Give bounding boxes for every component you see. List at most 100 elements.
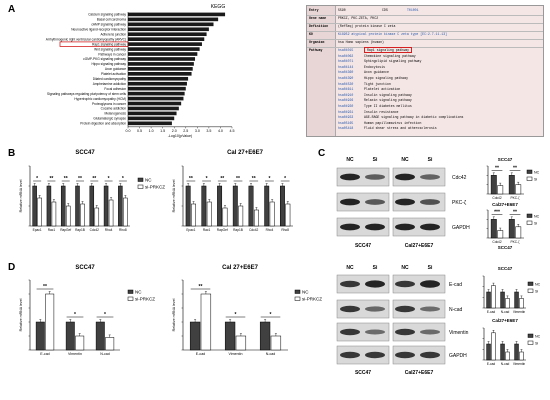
pathway-id-link[interactable]: hsa04926 <box>338 98 354 103</box>
category-label: Cdc42 <box>492 196 501 200</box>
legend-swatch <box>527 333 534 338</box>
pathway-id-link[interactable]: hsa04530 <box>338 81 354 86</box>
sig-marker: * <box>270 312 272 318</box>
pathway-id-link[interactable]: hsa04611 <box>338 87 354 92</box>
pathway-id-link[interactable]: hsa04910 <box>338 92 354 97</box>
pathway-id-link[interactable]: hsa04930 <box>338 104 354 108</box>
blot-block <box>392 345 446 365</box>
kegg-category-label: Signaling pathways regulating pluripoten… <box>47 92 126 96</box>
category-label: Epac1 <box>186 228 195 232</box>
pathway-row: hsa04931 Insulin resistance <box>338 110 398 114</box>
lane-label: NC <box>346 157 354 163</box>
pathway-name: Tight junction <box>364 81 391 86</box>
pathway-row: hsa04530 Tight junction <box>338 82 391 86</box>
entry-label: Entry <box>309 8 319 12</box>
pathway-name: Hippo signaling pathway <box>364 76 408 80</box>
legend-swatch <box>526 169 533 174</box>
bar-si <box>235 335 247 351</box>
lane-label: Si <box>428 265 433 271</box>
pathway-id-link[interactable]: hsa04071 <box>338 59 354 64</box>
kegg-bar <box>128 27 209 32</box>
blot-band <box>420 223 440 231</box>
legend-swatch <box>137 177 144 182</box>
blot-band <box>365 174 385 180</box>
pathway-name: Endocytosis <box>364 64 386 69</box>
legend-swatch <box>527 340 534 345</box>
band-label: N-cad <box>449 307 463 313</box>
chart-title: Cal27+E6E7 <box>492 202 518 207</box>
pathway-row: hsa04144 Endocytosis <box>338 65 385 69</box>
category-label: E-cad <box>487 310 496 314</box>
category-label: Rho4 <box>266 228 274 232</box>
sig-marker: ** <box>43 284 47 290</box>
blot-band <box>395 198 415 206</box>
kegg-x-tick-label: 3.5 <box>206 129 211 133</box>
pathway-id-link[interactable]: hsa04144 <box>338 64 354 69</box>
blot-band <box>365 306 385 312</box>
kegg-bar <box>128 81 187 86</box>
legend-label: NC <box>534 170 540 174</box>
pathway-id-link[interactable]: hsa04062 <box>338 53 354 58</box>
sig-marker: ** <box>64 176 68 182</box>
sig-marker: ** <box>49 176 53 182</box>
legend-swatch <box>137 184 144 189</box>
pathway-row: hsa04071 Sphingolipid signaling pathway <box>338 59 421 63</box>
kegg-category-label: Calcium signaling pathway <box>88 13 126 17</box>
pathway-id-link[interactable]: hsa04015 <box>338 48 354 52</box>
kegg-category-label: cAMP signaling pathway <box>91 23 126 27</box>
cell-label: SCC47 <box>355 243 371 249</box>
pathway-id-link[interactable]: hsa04933 <box>338 115 354 120</box>
sig-marker: * <box>284 176 286 182</box>
blot-band <box>420 199 440 205</box>
blot-block <box>336 274 390 294</box>
legend-swatch <box>526 176 533 181</box>
pathway-id-link[interactable]: hsa05165 <box>338 120 354 125</box>
kegg-category-label: Focal adhesion <box>104 87 126 91</box>
sig-marker: ** <box>220 176 224 182</box>
blot-band <box>340 173 360 181</box>
pathway-name: Human papillomavirus infection <box>364 120 422 125</box>
kegg-category-label: Cocaine addiction <box>101 107 127 111</box>
category-label: Cdc42 <box>492 240 501 244</box>
sig-marker: *** <box>494 209 500 215</box>
blot-band <box>420 329 440 335</box>
t-number-link[interactable]: T01001 <box>407 8 419 12</box>
bar-nc <box>514 291 519 309</box>
definition-value: (RefSeq) protein kinase C zeta <box>338 24 396 28</box>
pathway-id-link[interactable]: hsa04360 <box>338 70 354 75</box>
kegg-bar <box>128 37 205 41</box>
category-label: Cdc42 <box>249 228 258 232</box>
legend-swatch <box>294 296 301 301</box>
blot-band <box>395 351 415 359</box>
sig-marker: ** <box>199 284 203 290</box>
legend-label: si-PRKCZ <box>145 184 165 189</box>
blot-band <box>395 305 415 313</box>
sig-marker: * <box>74 312 76 318</box>
blot-band <box>340 223 360 231</box>
kegg-bar <box>128 12 226 17</box>
kegg-bar <box>128 86 186 91</box>
bar-si <box>491 285 496 309</box>
kegg-category-label: Arrhythmogenic right ventricular cardiom… <box>46 37 126 41</box>
blot-band <box>365 351 385 359</box>
pathway-row: hsa04360 Axon guidance <box>338 70 389 74</box>
panel-letter-b: B <box>8 148 16 159</box>
pathway-id-link[interactable]: hsa04931 <box>338 109 354 114</box>
row-divider <box>307 46 543 48</box>
bar-nc <box>486 291 491 309</box>
kegg-x-tick-label: 4.0 <box>218 129 223 133</box>
kegg-category-label: Pathways in cancer <box>98 52 127 56</box>
blot-band <box>365 199 385 205</box>
pathway-name: Sphingolipid signaling pathway <box>364 59 422 64</box>
ko-value-link[interactable]: K18952 atypical protein kinase C zeta ty… <box>338 32 448 36</box>
sig-marker: ** <box>236 176 240 182</box>
pathway-id-link[interactable]: hsa05418 <box>338 126 354 131</box>
sig-marker: ** <box>513 165 517 171</box>
kegg-category-label: Wnt signaling pathway <box>94 47 126 51</box>
pathway-row: hsa04062 Chemokine signaling pathway <box>338 54 416 58</box>
pathway-id-link[interactable]: hsa04390 <box>338 76 354 80</box>
lane-label: Si <box>428 157 433 163</box>
pathway-name: Fluid shear stress and atherosclerosis <box>364 126 437 131</box>
category-label: Epac1 <box>33 228 42 232</box>
